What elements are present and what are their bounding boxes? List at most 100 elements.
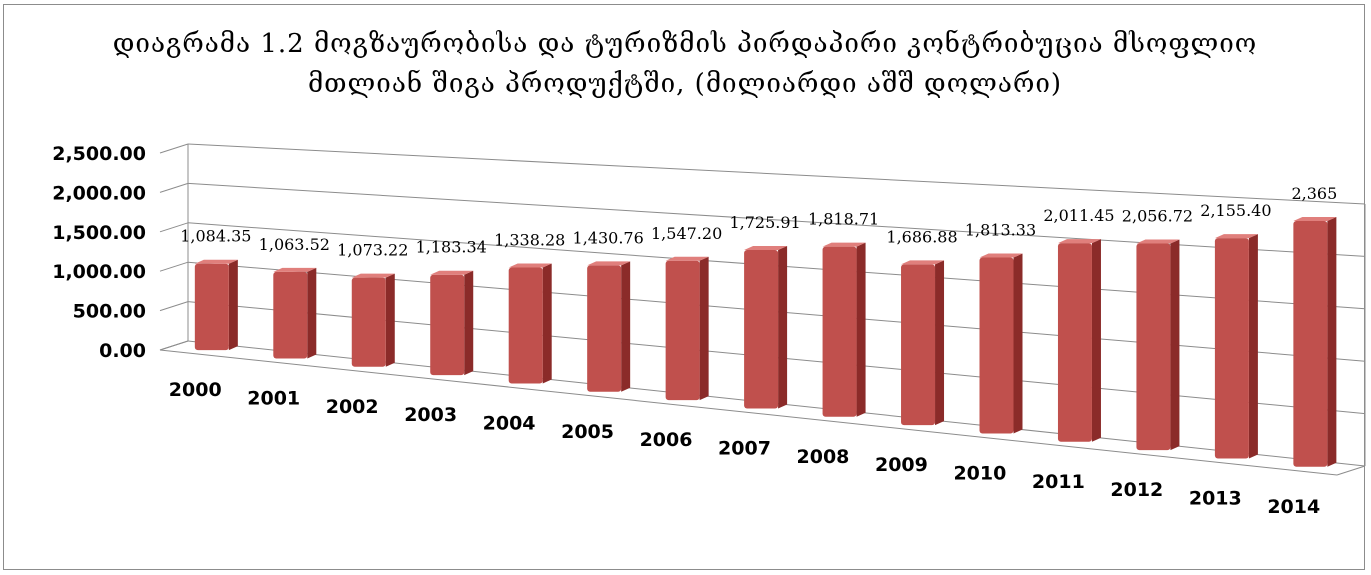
bar-layer [194,216,1337,467]
data-label: 1,084.35 [180,227,251,246]
y-tick-label: 1,500.00 [52,222,146,244]
x-tick-label: 2009 [875,454,928,476]
x-tick-label: 2013 [1189,488,1242,510]
bar-top [1136,239,1180,244]
bar-side [228,259,238,351]
bar-front [1293,220,1328,467]
bar-top [1057,239,1101,244]
bar-side [542,263,552,384]
gridline-side [159,143,189,154]
bar-side [621,261,631,392]
bar-side [1091,239,1101,442]
bar-2008 [822,242,866,417]
y-axis-ticks: 0.00 500.00 1,000.00 1,500.00 2,000.00 2,500.… [52,143,146,362]
x-tick-label: 2001 [247,388,300,410]
gridline [187,143,1366,205]
bar-2005 [587,261,631,392]
data-label: 2,365 [1291,184,1337,203]
bar-2001 [273,267,317,359]
bar-2000 [194,259,238,351]
data-label: 1,183.34 [416,238,487,257]
bar-2013 [1214,234,1258,459]
data-label: 1,063.52 [259,235,330,254]
bar-2009 [901,260,945,426]
bar-2010 [979,253,1023,434]
bar-2002 [351,273,395,367]
x-axis-ticks: 2000 2001 2002 2003 2004 2005 2006 2007 2008 2009… [169,379,1320,518]
bar-top [1214,234,1258,239]
bar-side [307,267,317,359]
bar-top [194,259,238,264]
bar-top [273,267,317,272]
bar-side [778,246,788,409]
bar-front [508,267,543,384]
bar-front [1136,243,1171,451]
bar-front [979,257,1014,434]
floor-front-edge [159,349,1338,476]
data-labels: 1,084.35 1,063.52 1,073.22 1,183.34 1,338.28… [180,184,1337,260]
x-tick-label: 2011 [1032,471,1085,493]
x-tick-label: 2002 [326,396,379,418]
x-tick-label: 2012 [1110,479,1163,501]
bar-2012 [1136,239,1180,451]
chart-title: დიაგრამა 1.2 მოგზაურობისა და ტურიზმის პი… [112,29,1258,99]
bar-side [699,256,709,401]
bar-front [351,277,386,367]
floor-right-edge [1336,465,1366,476]
data-label: 1,073.22 [337,241,408,260]
x-tick-label: 2004 [483,413,536,435]
gridline-side [159,301,189,312]
floor-left-edge [159,340,189,351]
bar-top [901,260,945,265]
x-tick-label: 2008 [797,446,850,468]
x-tick-label: 2010 [953,463,1006,485]
y-tick-label: 500.00 [73,301,146,323]
data-label: 1,813.33 [965,221,1036,240]
gridline-side [159,261,189,272]
bar-side [1327,216,1337,467]
bar-top [744,246,788,251]
bar-front [665,260,700,401]
bar-top [665,256,709,261]
y-tick-label: 2,500.00 [52,143,146,165]
x-tick-label: 2014 [1267,496,1320,518]
data-label: 2,155.40 [1200,201,1271,220]
bar-side [935,260,945,426]
bar-side [464,270,474,376]
data-label: 1,725.91 [729,213,800,232]
bar-front [901,264,936,426]
bar-2014 [1293,216,1337,467]
gridline-side [159,182,189,193]
bar-2011 [1057,239,1101,442]
bar-top [1293,216,1337,221]
bar-side [385,273,395,367]
x-tick-label: 2006 [640,429,693,451]
bar-side [856,242,866,417]
data-label: 1,430.76 [573,228,644,247]
y-tick-label: 2,000.00 [52,182,146,204]
bar-side [1248,234,1258,459]
bar-front [744,250,779,409]
bar-top [822,242,866,247]
bar-2006 [665,256,709,401]
x-tick-label: 2005 [561,421,614,443]
bar-top [430,270,474,275]
bar-side [1170,239,1180,451]
data-label: 2,011.45 [1043,206,1114,225]
bar-2003 [430,270,474,376]
data-label: 1,818.71 [808,210,879,229]
bar-front [430,274,465,376]
bar-front [273,271,308,359]
bar-top [587,261,631,266]
bar-top [508,263,552,268]
x-tick-label: 2003 [404,404,457,426]
bar-top [351,273,395,278]
x-tick-label: 2007 [718,438,771,460]
bar-front [587,265,622,392]
gridline-side [159,222,189,233]
bar-front [822,246,857,417]
bar-front [194,263,229,351]
bar-2004 [508,263,552,384]
bar-top [979,253,1023,258]
